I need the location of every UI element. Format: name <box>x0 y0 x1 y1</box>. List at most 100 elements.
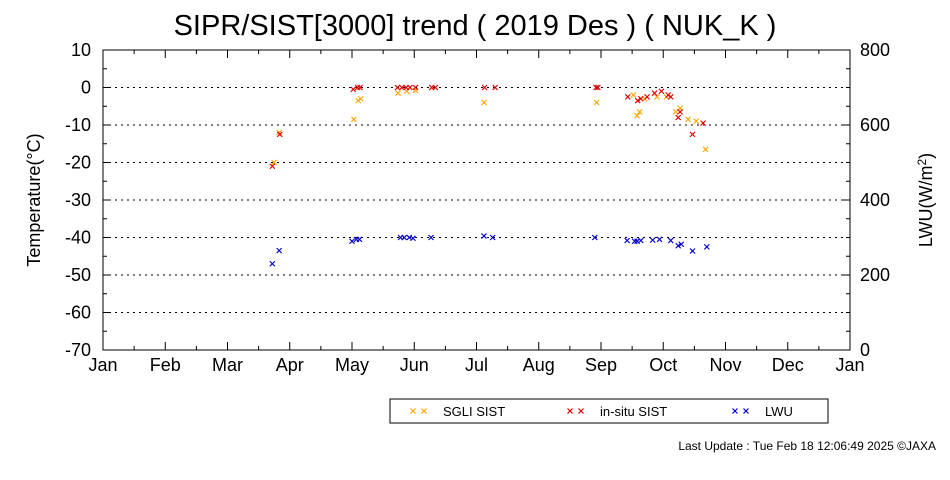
point-in-situ-sist <box>394 84 401 91</box>
y-tick-label: -20 <box>65 153 91 173</box>
y2-tick-label: 600 <box>860 115 890 135</box>
y2-tick-label: 0 <box>860 340 870 360</box>
chart-title: SIPR/SIST[3000] trend ( 2019 Des ) ( NUK… <box>174 10 777 42</box>
point-in-situ-sist <box>276 131 283 138</box>
x-tick-label: Sep <box>585 355 617 375</box>
y-tick-labels: 10 0 -10 -20 -30 -40 -50 -60 -70 <box>65 40 91 360</box>
point-lwu <box>269 260 276 267</box>
point-in-situ-sist <box>406 84 413 91</box>
point-sgli-sist <box>395 90 401 97</box>
point-lwu <box>481 233 487 239</box>
point-in-situ-sist <box>350 86 357 93</box>
point-lwu <box>689 248 696 254</box>
point-sgli-sist <box>636 108 643 115</box>
point-in-situ-sist <box>700 120 707 127</box>
point-sgli-sist <box>593 99 600 106</box>
point-lwu <box>703 243 710 250</box>
x-tick-label: Aug <box>523 355 555 375</box>
x-tick-label: May <box>335 355 369 375</box>
legend-label-in-situ-sist: in-situ SIST <box>600 404 667 419</box>
point-in-situ-sist <box>269 163 276 170</box>
point-lwu <box>591 234 598 241</box>
point-in-situ-sist <box>398 84 405 91</box>
point-sgli-sist <box>630 92 637 98</box>
x-tick-label: Jul <box>465 355 488 375</box>
legend-marker-sgli-sist <box>421 408 427 414</box>
point-in-situ-sist <box>689 131 696 138</box>
x-tick-label: Oct <box>649 355 677 375</box>
point-sgli-sist <box>654 93 660 100</box>
y2-tick-label: 200 <box>860 265 890 285</box>
point-lwu <box>356 236 363 243</box>
point-sgli-sist <box>634 112 641 119</box>
legend-marker-sgli-sist <box>410 408 416 414</box>
legend-marker-in-situ-sist <box>567 408 573 414</box>
y-tick-label: -40 <box>65 228 91 248</box>
point-in-situ-sist <box>432 84 439 91</box>
y2-tick-label: 800 <box>860 40 890 60</box>
point-lwu <box>649 237 656 244</box>
point-lwu <box>428 234 434 241</box>
point-in-situ-sist <box>624 93 631 100</box>
y2-axis-label: LWU(W/m2) <box>915 153 936 247</box>
point-in-situ-sist <box>492 84 499 91</box>
x-tick-label: Nov <box>709 355 741 375</box>
point-in-situ-sist <box>357 84 364 91</box>
y2-tick-labels: 800 600 400 200 0 <box>860 40 890 360</box>
point-sgli-sist <box>271 159 278 166</box>
point-in-situ-sist <box>667 93 674 100</box>
x-tick-labels: Jan Feb Mar Apr May Jun Jul Aug Sep Oct Nov Dec Jan <box>88 355 864 375</box>
point-in-situ-sist <box>651 90 658 97</box>
point-lwu <box>675 242 682 249</box>
last-update-footer: Last Update : Tue Feb 18 12:06:49 2025 ©… <box>678 439 936 453</box>
point-lwu <box>276 247 283 254</box>
point-lwu <box>624 237 631 244</box>
point-sgli-sist <box>685 116 692 123</box>
point-lwu <box>349 238 355 245</box>
point-in-situ-sist <box>675 114 682 121</box>
point-sgli-sist <box>350 116 357 123</box>
y-tick-label: -70 <box>65 340 91 360</box>
y2-label-base: LWU(W/m <box>916 166 936 248</box>
point-lwu <box>489 234 496 241</box>
point-in-situ-sist <box>593 84 599 91</box>
y-tick-label: 0 <box>81 78 91 98</box>
point-in-situ-sist <box>677 108 683 115</box>
point-in-situ-sist <box>481 84 488 91</box>
legend-marker-lwu <box>732 408 738 414</box>
y-tick-label: -10 <box>65 115 91 135</box>
point-in-situ-sist <box>634 97 641 104</box>
y-axis-label: Temperature(°C) <box>24 133 44 266</box>
y2-tick-label: 400 <box>860 190 890 210</box>
point-in-situ-sist <box>412 84 419 91</box>
grid-lines <box>103 87 850 313</box>
legend-label-sgli-sist: SGLI SIST <box>443 404 505 419</box>
x-tick-label: Dec <box>772 355 804 375</box>
point-lwu <box>678 241 685 248</box>
x-tick-label: Apr <box>276 355 304 375</box>
point-in-situ-sist <box>658 88 665 95</box>
legend-label-lwu: LWU <box>765 404 793 419</box>
x-tick-label: Jan <box>88 355 117 375</box>
axis-ticks <box>102 49 851 351</box>
x-tick-label: Jan <box>835 355 864 375</box>
x-tick-label: Feb <box>150 355 181 375</box>
point-sgli-sist <box>481 99 487 106</box>
y2-label-close: ) <box>916 153 936 159</box>
point-lwu <box>637 237 644 244</box>
legend-marker-in-situ-sist <box>578 408 584 414</box>
legend: SGLI SIST in-situ SIST LWU <box>389 398 829 424</box>
y-tick-label: -30 <box>65 190 91 210</box>
legend-box <box>389 398 829 424</box>
x-tick-label: Mar <box>212 355 243 375</box>
point-lwu <box>401 234 408 241</box>
point-lwu <box>667 237 674 244</box>
x-tick-label: Jun <box>400 355 429 375</box>
point-sgli-sist <box>357 95 364 102</box>
point-sgli-sist <box>702 146 709 153</box>
y2-label-superscript: 2 <box>915 159 929 166</box>
point-in-situ-sist <box>644 93 650 100</box>
legend-marker-lwu <box>743 408 749 414</box>
point-lwu <box>410 235 416 242</box>
